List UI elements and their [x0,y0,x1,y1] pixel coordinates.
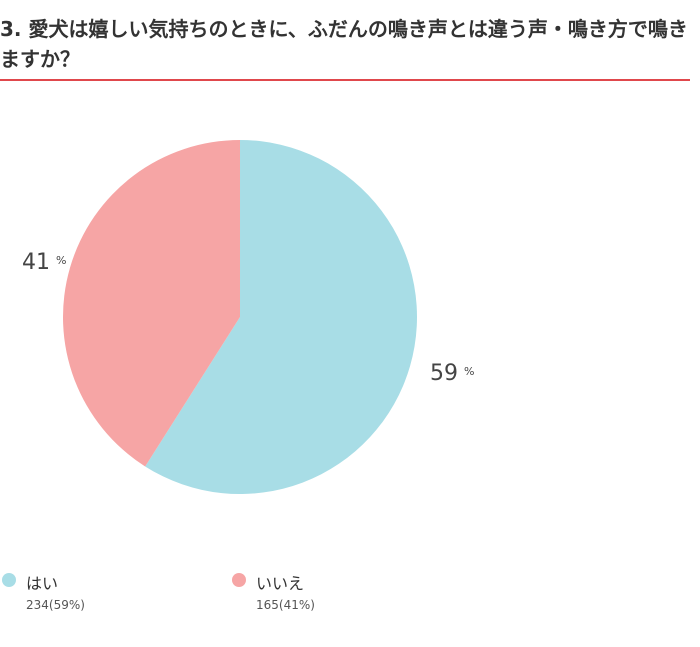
percent-unit-yes: % [464,365,475,378]
pie-slice-no [62,140,241,467]
percent-value-yes: 59 [430,361,458,386]
percent-label-yes: 59% [430,361,474,386]
percent-unit-no: % [56,254,67,267]
question-title: 3. 愛犬は嬉しい気持ちのときに、ふだんの鳴き声とは違う声・鳴き方で鳴き ますか… [0,14,690,74]
legend-label-yes: はい [26,574,59,593]
percent-label-no: 41% [22,250,66,275]
question-line-2: ますか？ [0,47,80,71]
legend-count-yes: 234(59%) [26,598,85,612]
legend-label-no: いいえ [256,574,305,593]
title-divider [0,79,690,81]
legend-swatch-no [232,573,246,587]
question-line-1: 3. 愛犬は嬉しい気持ちのときに、ふだんの鳴き声とは違う声・鳴き方で鳴き [0,17,688,41]
percent-value-no: 41 [22,250,50,275]
pie-slice-yes [145,140,417,494]
legend-count-no: 165(41%) [256,598,315,612]
legend-swatch-yes [2,573,16,587]
